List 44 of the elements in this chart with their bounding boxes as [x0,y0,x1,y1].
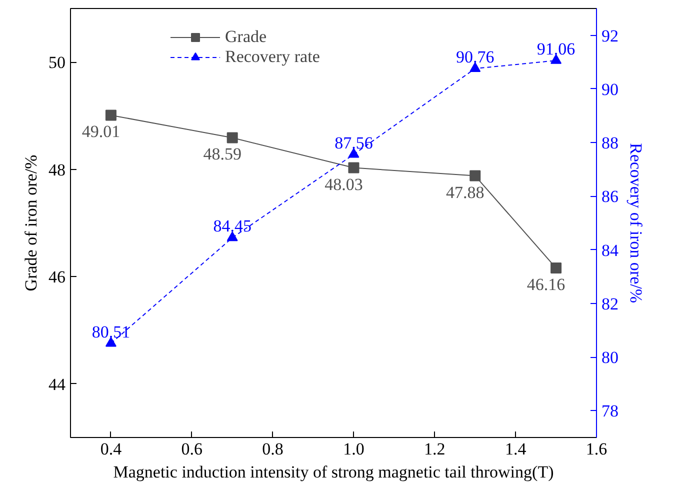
x-axis-title: Magnetic induction intensity of strong magnetic tail throwing(T) [113,462,554,482]
point [348,148,360,158]
x-tick-label: 0.8 [262,440,284,458]
y-tick-label: 44 [48,374,66,394]
point [105,110,116,121]
y-tick-label: 50 [48,53,66,72]
y-axis-title: Grade of iron ore/% [22,154,40,292]
point [226,132,238,144]
data-label: 91.06 [536,40,576,59]
y2-tick-label: 92 [602,26,618,46]
data-label: 87.56 [334,133,373,152]
y2-tick-label: 78 [602,402,618,421]
x-tick-label: 0.6 [181,440,203,458]
point [470,170,481,182]
y2-tick-label: 84 [602,240,619,260]
point [105,337,116,347]
data-label: 48.03 [324,174,363,194]
y2-axis-title: Recovery of iron ore/% [626,142,646,304]
data-label: 80.51 [92,322,130,342]
legend-label: Grade [225,27,267,47]
y2-tick-label: 80 [602,348,618,368]
x-tick-label: 0.4 [100,440,122,458]
y-tick-label: 46 [48,268,66,287]
point [550,54,562,64]
data-label: 49.01 [82,122,120,142]
point [470,62,481,72]
data-label: 48.59 [203,144,242,164]
y2-tick-label: 82 [602,294,618,314]
x-tick-label: 1.2 [424,440,446,458]
x-tick-label: 1.4 [504,440,527,458]
data-label: 90.76 [456,48,494,67]
x-tick-label: 1.6 [586,440,608,458]
x-tick-label: 1.0 [343,440,364,458]
legend-label: Recovery rate [225,47,320,67]
y2-tick-label: 90 [602,80,618,99]
point [550,262,562,274]
y-tick-label: 48 [48,160,66,180]
data-label: 46.16 [526,275,566,294]
data-label: 47.88 [446,182,484,202]
data-label: 84.45 [213,216,252,236]
point [348,162,360,174]
point [226,231,238,242]
y2-tick-label: 86 [602,187,618,206]
y2-tick-label: 88 [602,134,618,153]
